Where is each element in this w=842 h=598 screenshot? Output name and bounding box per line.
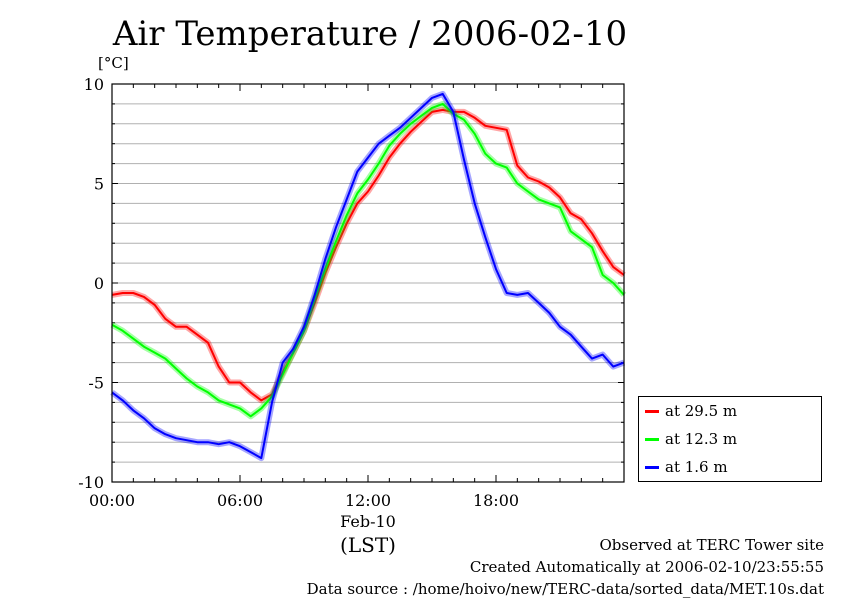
y-tick-label: -10: [78, 473, 104, 492]
legend-label-1-6m: at 1.6 m: [665, 458, 728, 476]
x-axis-label: (LST): [340, 533, 396, 557]
legend-item-29-5m: at 29.5 m: [645, 402, 737, 420]
legend-label-29-5m: at 29.5 m: [665, 402, 738, 420]
x-tick-label: 18:00: [473, 491, 519, 510]
x-date-label: Feb-10: [340, 512, 396, 531]
y-tick-label: 5: [94, 175, 104, 194]
legend-swatch-12-3m: [645, 437, 659, 441]
chart-title: Air Temperature / 2006-02-10: [112, 14, 628, 54]
footer-created-timestamp: Created Automatically at 2006-02-10/23:5…: [469, 558, 824, 576]
x-tick-label: 00:00: [89, 491, 135, 510]
y-tick-label: 0: [94, 274, 104, 293]
legend-item-12-3m: at 12.3 m: [645, 430, 737, 448]
series-halo-2: [110, 90, 626, 462]
series-halo-1: [110, 100, 627, 420]
legend-label-12-3m: at 12.3 m: [665, 430, 738, 448]
series-line-0: [111, 108, 625, 402]
footer-data-source: Data source : /home/hoivo/new/TERC-data/…: [306, 580, 824, 598]
legend-item-1-6m: at 1.6 m: [645, 458, 728, 476]
plot-frame: [111, 83, 625, 483]
x-tick-label: 06:00: [217, 491, 263, 510]
y-tick-label: -5: [88, 374, 104, 393]
y-axis-unit-label: [°C]: [98, 54, 129, 72]
series-line-1: [111, 102, 625, 418]
x-tick-label: 12:00: [345, 491, 391, 510]
legend-swatch-29-5m: [645, 409, 659, 413]
legend-swatch-1-6m: [645, 465, 659, 469]
footer-observed-site: Observed at TERC Tower site: [599, 536, 824, 554]
series-line-2: [111, 92, 625, 460]
chart-legend: at 29.5 m at 12.3 m at 1.6 m: [638, 396, 822, 482]
y-tick-label: 10: [84, 75, 104, 94]
